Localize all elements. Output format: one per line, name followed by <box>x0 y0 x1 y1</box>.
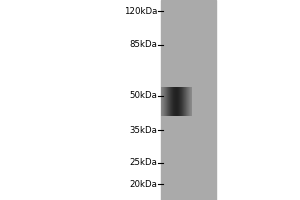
Text: 50kDa: 50kDa <box>130 91 158 100</box>
Text: 120kDa: 120kDa <box>124 7 158 16</box>
Text: 25kDa: 25kDa <box>130 158 158 167</box>
Text: 35kDa: 35kDa <box>130 126 158 135</box>
Text: 85kDa: 85kDa <box>130 40 158 49</box>
Bar <box>160 0 216 200</box>
Text: 20kDa: 20kDa <box>130 180 158 189</box>
